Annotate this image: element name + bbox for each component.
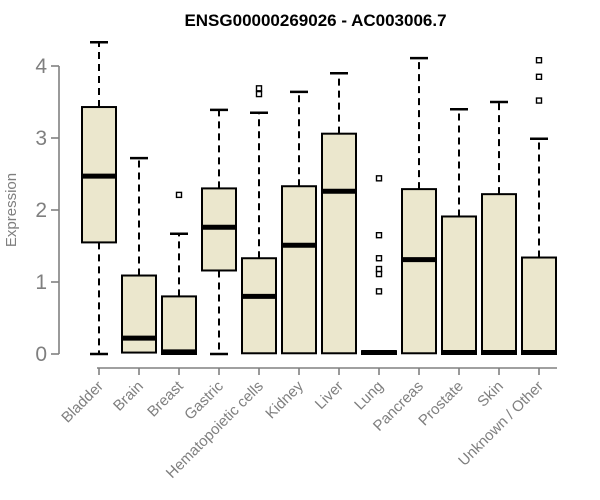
outlier-point-breast [175,191,183,199]
y-tick-label: 0 [35,343,47,366]
iqr-box-skin [481,193,517,355]
outlier-point-unknown-other [535,73,543,81]
outlier-point-lung [375,270,383,278]
y-tick-label: 1 [35,271,47,294]
x-tick-label-lung: Lung [351,378,387,414]
x-tick-label-kidney: Kidney [262,377,307,422]
outlier-point-lung [375,288,383,295]
outlier-point-unknown-other [535,97,543,104]
box-group-gastric [201,108,237,356]
box-group-lung [361,175,397,356]
iqr-box-unknown-other [521,256,557,355]
iqr-box-breast [161,295,197,355]
box-group-breast [161,191,197,355]
box-group-prostate [441,107,477,356]
y-tick-label: 2 [35,199,47,222]
y-tick-label: 3 [35,127,47,150]
x-tick-label-prostate: Prostate [415,378,467,430]
outlier-point-lung [375,255,383,262]
outlier-point-unknown-other [535,57,543,64]
y-axis-title: Expression [3,173,20,247]
iqr-box-hematopoietic-cells [241,257,277,355]
iqr-box-prostate [441,215,477,355]
box-group-bladder [81,40,117,356]
box-group-unknown-other [521,57,557,356]
iqr-box-pancreas [401,188,437,355]
iqr-box-liver [321,132,357,355]
outlier-point-hematopoietic-cells [255,85,263,92]
box-group-skin [481,100,517,356]
box-group-kidney [281,90,317,355]
y-tick-label: 4 [35,55,47,78]
x-tick-label-skin: Skin [474,378,507,411]
outlier-point-lung [375,231,383,239]
chart-title: ENSG00000269026 - AC003006.7 [184,11,447,30]
iqr-box-kidney [281,185,317,355]
outlier-point-lung [375,265,383,273]
x-tick-label-liver: Liver [312,378,347,413]
outlier-point-lung [375,175,383,182]
x-tick-label-bladder: Bladder [58,378,107,427]
x-tick-label-breast: Breast [144,377,187,420]
iqr-box-brain [121,274,157,354]
box-group-pancreas [401,56,437,355]
box-group-liver [321,71,357,355]
box-group-brain [121,156,157,354]
outlier-point-hematopoietic-cells [255,90,263,98]
box-group-hematopoietic-cells [241,85,277,355]
x-tick-label-brain: Brain [110,378,147,415]
